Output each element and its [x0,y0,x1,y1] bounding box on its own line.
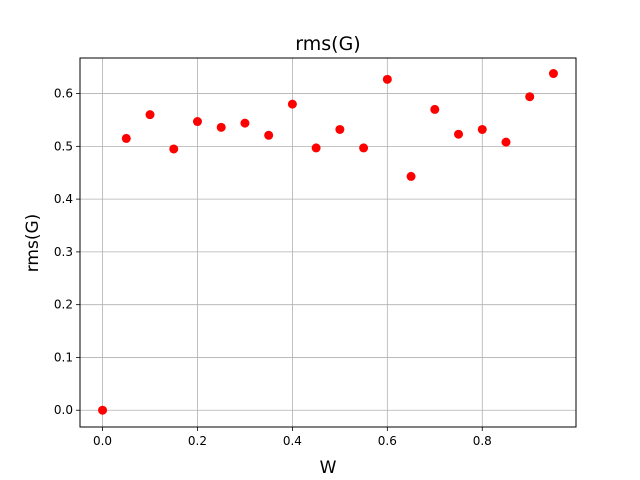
data-point [382,74,392,84]
x-tick-label: 0.4 [283,434,302,448]
data-point [335,124,345,134]
y-tick-label: 0.0 [54,403,73,417]
x-axis-ticks: 0.0 0.2 0.4 0.6 0.8 [93,427,492,448]
data-point [121,133,131,143]
y-tick-label: 0.6 [54,87,73,101]
y-tick-label: 0.5 [54,139,73,153]
y-axis-label: rms(G) [23,214,43,273]
plot-frame [79,57,577,428]
data-point [264,130,274,140]
data-point [240,118,250,128]
data-point [454,129,464,139]
x-tick-label: 0.8 [473,434,492,448]
data-point [525,92,535,102]
data-point [145,110,155,120]
data-points [98,69,558,415]
y-axis-ticks: 0.0 0.1 0.2 0.3 0.4 0.5 0.6 [54,87,80,417]
data-point [169,144,179,154]
y-tick-label: 0.3 [54,245,73,259]
y-tick-label: 0.4 [54,192,73,206]
data-point [287,99,297,109]
data-point [406,171,416,181]
grid-lines [80,58,576,427]
data-point [98,405,108,415]
data-point [430,104,440,114]
y-tick-label: 0.1 [54,350,73,364]
x-tick-label: 0.0 [93,434,112,448]
x-tick-label: 0.2 [188,434,207,448]
data-point [192,117,202,127]
x-axis-label: W [320,458,337,478]
data-point [501,137,511,147]
x-tick-label: 0.6 [378,434,397,448]
data-point [311,143,321,153]
data-point [477,124,487,134]
y-tick-label: 0.2 [54,298,73,312]
data-point [216,122,226,132]
chart-title: rms(G) [295,33,360,55]
data-point [359,143,369,153]
data-point [548,69,558,79]
